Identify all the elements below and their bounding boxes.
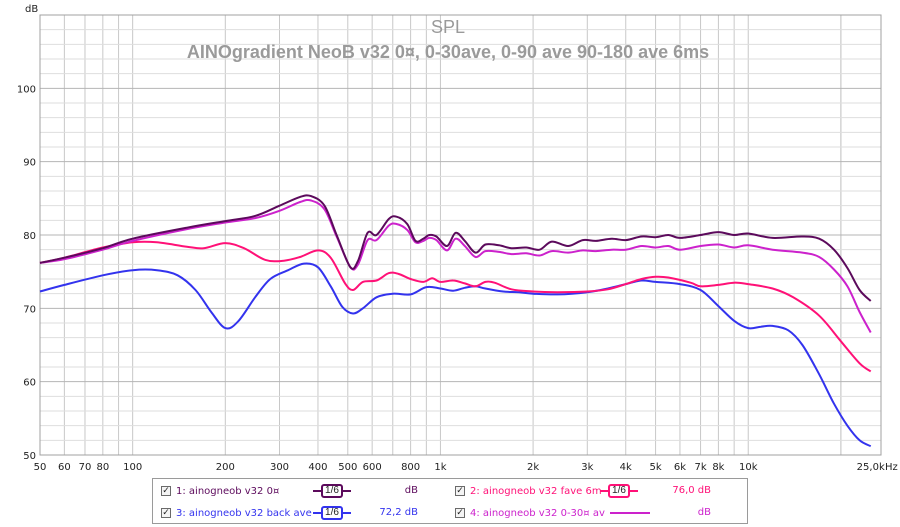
x-tick-label: 7k [694,462,706,473]
smoothing-button-1[interactable]: 1/6 [321,484,343,498]
x-tick-label: 3k [581,462,593,473]
legend: ✓ 1: ainogneob v32 0¤ 1/6 dB ✓ 2: ainogn… [152,478,748,524]
grid [40,15,881,455]
x-tick-label: 2k [527,462,539,473]
x-tick-label: 1k [434,462,446,473]
x-tick-label: 300 [270,462,289,473]
x-tick-label: 5k [649,462,661,473]
series-line-swatch [630,490,638,492]
plot-frame [39,14,882,456]
series-layer [39,194,872,448]
y-tick-labels: 50 60 70 80 90 100 [17,84,36,462]
legend-item-4[interactable]: ✓ 4: ainogneob v32 0-30¤ av [455,503,605,523]
x-tick-labels: 50 60 70 80 100 200 300 400 500 600 800 1k 2k 3k 4k 5k 6… [34,462,885,473]
legend-item-3[interactable]: ✓ 3: ainogneob v32 back ave [161,503,312,523]
series-line-4 [39,198,872,333]
series-line-swatch [313,512,321,514]
legend-value-3: 72,2 dB [379,507,418,518]
legend-label-2: 2: ainogneob v32 fave 6m [470,485,602,497]
series-line-2 [39,240,872,373]
x-tick-label: 600 [363,462,382,473]
legend-label-3: 3: ainogneob v32 back ave [176,507,312,519]
series-line-swatch [600,490,608,492]
legend-item-1[interactable]: ✓ 1: ainogneob v32 0¤ [161,481,279,501]
x-axis-unit: Hz [885,462,898,473]
smoothing-button-2[interactable]: 1/6 [608,484,630,498]
legend-value-2: 76,0 dB [672,485,711,496]
x-tick-label: 100 [123,462,142,473]
legend-label-4: 4: ainogneob v32 0-30¤ av [470,507,605,519]
y-tick-label: 50 [23,451,36,462]
x-tick-label: 200 [216,462,235,473]
chart-subtitle: AINOgradient NeoB v32 0¤, 0-30ave, 0-90 … [187,42,709,62]
x-tick-label: 400 [308,462,327,473]
y-tick-label: 70 [23,304,36,315]
series-line-1 [39,194,872,302]
legend-checkbox-3[interactable]: ✓ [161,508,171,518]
x-tick-label: 60 [58,462,71,473]
legend-checkbox-4[interactable]: ✓ [455,508,465,518]
y-tick-label: 90 [23,158,36,169]
y-axis-label: dB [25,4,38,15]
y-tick-label: 80 [23,231,36,242]
legend-value-4: dB [697,507,711,518]
legend-label-1: 1: ainogneob v32 0¤ [176,485,280,497]
legend-item-2[interactable]: ✓ 2: ainogneob v32 fave 6m [455,481,602,501]
spl-chart: 50 60 70 80 90 100 50 60 70 80 100 200 300 400 500 600… [17,4,898,473]
y-tick-label: 60 [23,378,36,389]
x-tick-label: 80 [96,462,109,473]
legend-checkbox-2[interactable]: ✓ [455,486,465,496]
x-tick-label: 8k [712,462,724,473]
chart-title: SPL [431,17,465,37]
series-line-swatch [343,490,351,492]
x-tick-label: 10k [739,462,758,473]
series-line-swatch [313,490,321,492]
legend-value-1: dB [404,485,418,496]
smoothing-control-2[interactable]: 1/6 [600,481,638,501]
legend-checkbox-1[interactable]: ✓ [161,486,171,496]
series-line-swatch [343,512,351,514]
smoothing-control-1[interactable]: 1/6 [313,481,351,501]
x-tick-label: 500 [338,462,357,473]
x-tick-label: 50 [34,462,47,473]
x-tick-label: 25,0k [857,462,885,473]
y-tick-label: 100 [17,84,36,95]
smoothing-button-3[interactable]: 1/6 [321,506,343,520]
series-line-4 [610,503,650,523]
x-tick-label: 6k [674,462,686,473]
series-line-swatch [610,512,650,514]
x-tick-label: 800 [401,462,420,473]
x-tick-label: 4k [620,462,632,473]
series-line-3 [39,262,872,448]
smoothing-control-3[interactable]: 1/6 [313,503,351,523]
x-tick-label: 70 [79,462,92,473]
